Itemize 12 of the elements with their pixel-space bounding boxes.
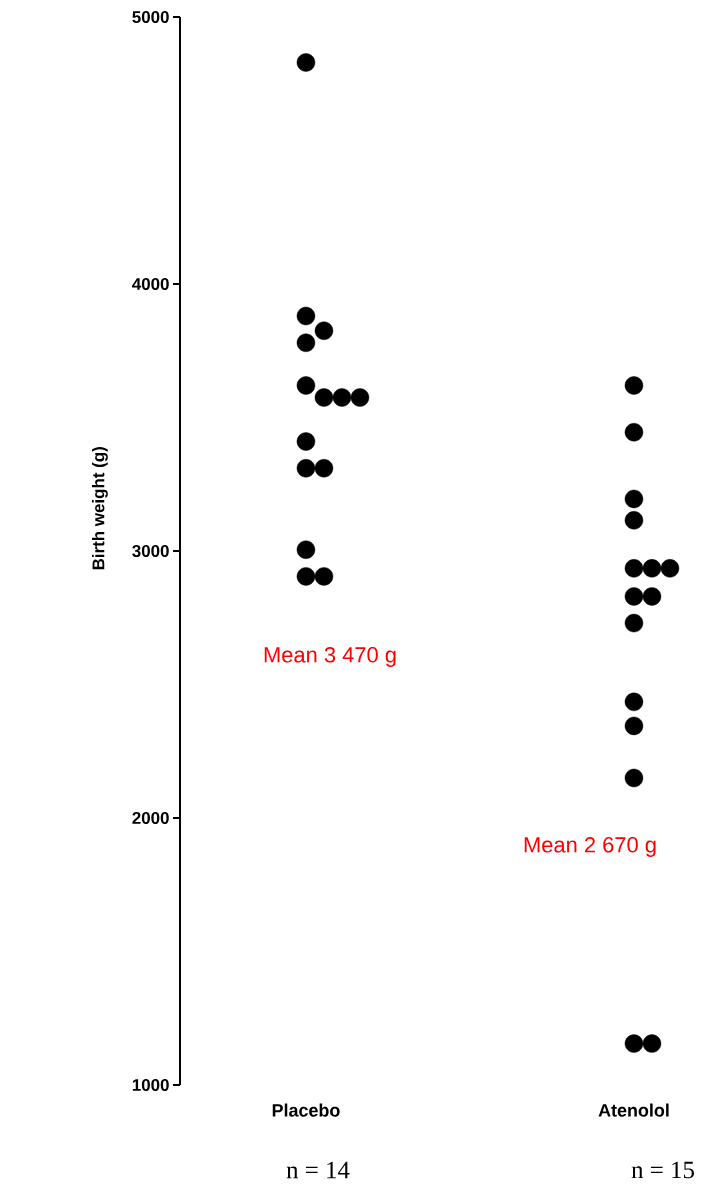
x-tick-label: Atenolol [598,1103,669,1117]
annotation: Mean 3 470 g [264,647,396,667]
text: n = 14 [286,1161,350,1179]
annotation: Mean 2 670 g [524,837,656,857]
y-tick-label: 4000 [132,278,169,291]
x-tick-label: Placebo [272,1103,340,1117]
y-axis-title: Birth weight (g) [91,447,108,570]
y-tick-label: 2000 [132,812,169,824]
y-tick-label: 3000 [132,545,169,558]
text: n = 15 [631,1161,694,1179]
y-tick-label: 1000 [132,1078,169,1091]
y-tick-label: 5000 [132,11,169,24]
